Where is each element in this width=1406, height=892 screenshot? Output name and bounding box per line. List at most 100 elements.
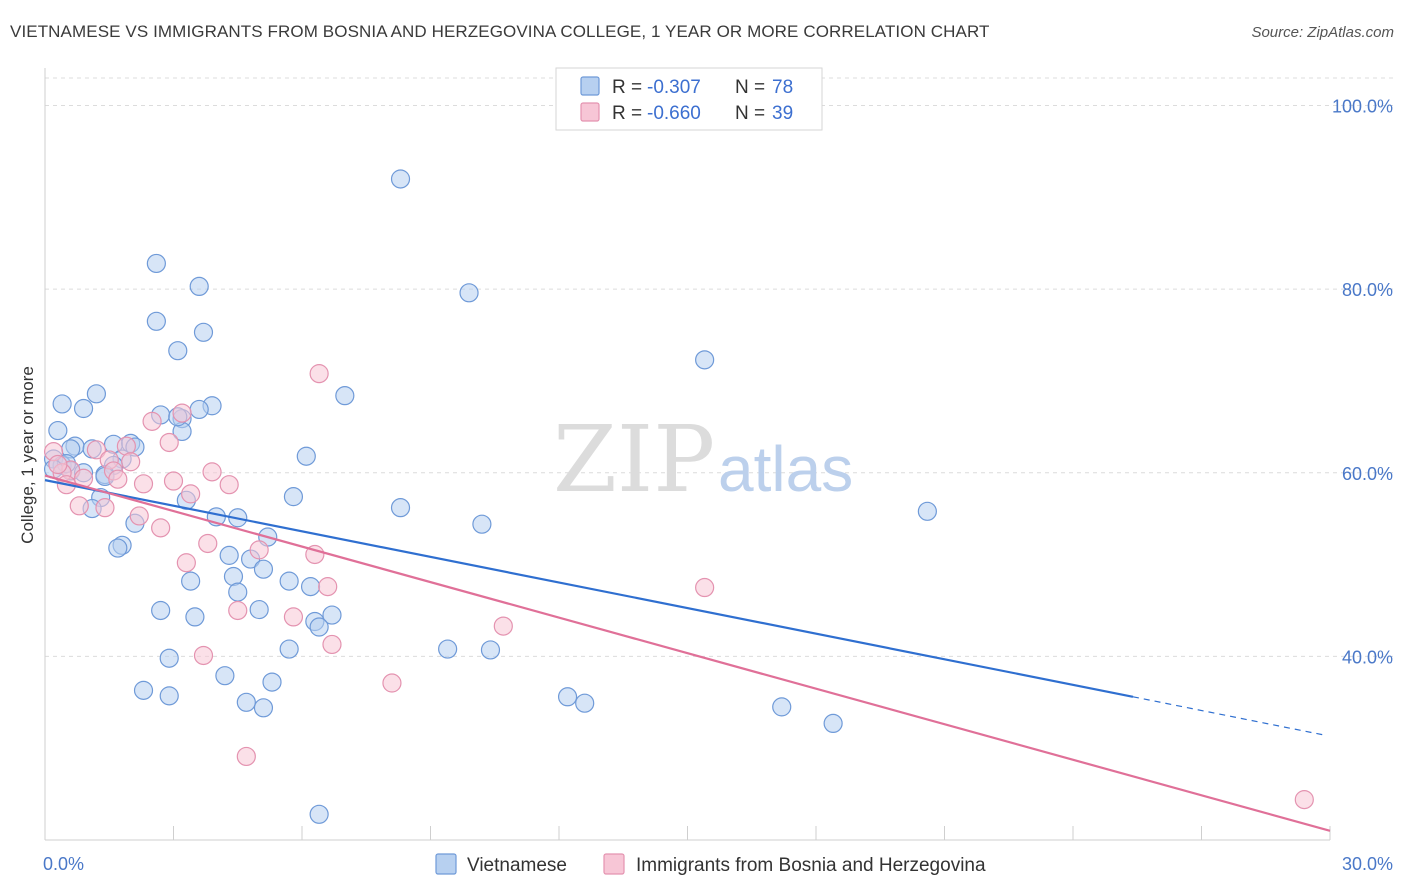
point-vietnamese	[575, 693, 595, 713]
point-bosnia	[193, 645, 214, 666]
point-bosnia	[95, 498, 115, 518]
point-vietnamese	[279, 639, 299, 659]
grid-lines	[45, 77, 1393, 657]
trend-line-vietnamese-extension	[1132, 696, 1326, 736]
point-vietnamese	[146, 311, 166, 331]
point-bosnia	[695, 577, 715, 598]
point-vietnamese	[249, 599, 269, 620]
point-vietnamese	[309, 804, 329, 824]
point-vietnamese	[151, 600, 171, 621]
legend-swatch-bosnia	[580, 102, 600, 122]
x-tick-label-max: 30.0%	[1342, 854, 1393, 874]
point-vietnamese	[823, 713, 843, 734]
point-bosnia	[108, 469, 128, 489]
point-bosnia	[309, 364, 329, 384]
legend-swatch-vietnamese	[580, 76, 600, 96]
bottom-legend-label-bosnia: Immigrants from Bosnia and Herzegovina	[636, 855, 986, 876]
point-vietnamese	[193, 322, 214, 342]
legend-box: R = -0.307 N = 78 R = -0.660 N = 39	[555, 67, 823, 131]
point-vietnamese	[253, 559, 274, 579]
trend-lines	[44, 474, 1331, 832]
point-bosnia	[202, 462, 222, 482]
point-vietnamese	[279, 571, 299, 591]
watermark-zip: ZIP	[553, 406, 715, 513]
point-vietnamese	[253, 698, 274, 718]
point-vietnamese	[917, 501, 937, 521]
point-vietnamese	[480, 640, 501, 660]
trend-line-bosnia	[44, 474, 1331, 832]
point-vietnamese	[181, 571, 201, 591]
point-vietnamese	[48, 420, 68, 441]
point-vietnamese	[695, 350, 715, 370]
point-bosnia	[322, 634, 342, 655]
point-vietnamese	[296, 446, 316, 466]
point-bosnia	[228, 600, 248, 621]
y-tick-label: 100.0%	[1332, 97, 1393, 117]
point-bosnia	[1294, 790, 1314, 810]
point-bosnia	[236, 746, 256, 767]
point-bosnia	[176, 553, 196, 573]
point-bosnia	[86, 440, 107, 460]
point-vietnamese	[185, 607, 205, 627]
legend-n-value-vietnamese: 78	[772, 77, 793, 98]
legend-n-label-bosnia: N =	[735, 103, 765, 124]
point-vietnamese	[322, 605, 342, 625]
point-bosnia	[48, 454, 68, 475]
point-vietnamese	[168, 341, 188, 361]
legend-r-value-bosnia: -0.660	[647, 103, 701, 124]
point-vietnamese	[262, 672, 282, 692]
point-bosnia	[249, 540, 269, 560]
source-credit: Source: ZipAtlas.com	[1251, 24, 1394, 41]
point-vietnamese	[300, 577, 321, 597]
point-bosnia	[159, 432, 179, 453]
point-vietnamese	[390, 169, 411, 189]
point-vietnamese	[159, 686, 179, 706]
point-bosnia	[163, 471, 184, 491]
y-axis-label: College, 1 year or more	[18, 366, 37, 544]
point-bosnia	[181, 484, 201, 504]
legend-r-value-vietnamese: -0.307	[647, 77, 701, 98]
point-bosnia	[121, 452, 141, 472]
legend-r-label-bosnia: R =	[612, 103, 642, 124]
point-bosnia	[283, 607, 304, 627]
y-tick-labels: 40.0% 60.0% 80.0% 100.0%	[1332, 97, 1393, 668]
y-tick-label: 40.0%	[1342, 647, 1393, 667]
watermark-atlas: atlas	[718, 433, 853, 505]
point-bosnia	[219, 475, 239, 495]
bottom-legend-swatch-bosnia	[603, 853, 625, 875]
watermark: ZIP atlas	[553, 406, 853, 513]
point-bosnia	[318, 577, 338, 597]
point-bosnia	[69, 496, 89, 516]
bottom-legend-swatch-vietnamese	[435, 853, 457, 875]
point-vietnamese	[283, 487, 304, 507]
point-vietnamese	[472, 514, 492, 534]
point-bosnia	[172, 403, 192, 423]
chart-title: VIETNAMESE VS IMMIGRANTS FROM BOSNIA AND…	[10, 22, 990, 41]
point-vietnamese	[73, 398, 94, 419]
point-vietnamese	[219, 545, 239, 565]
point-bosnia	[133, 474, 154, 494]
point-bosnia	[129, 506, 149, 526]
bottom-legend: Vietnamese Immigrants from Bosnia and He…	[435, 853, 986, 876]
trend-line-vietnamese	[44, 479, 1134, 698]
point-bosnia	[151, 518, 171, 538]
point-vietnamese	[309, 617, 329, 637]
point-vietnamese	[52, 394, 72, 414]
point-vietnamese	[236, 692, 256, 712]
point-vietnamese	[335, 386, 355, 406]
point-vietnamese	[557, 687, 578, 707]
point-bosnia	[142, 411, 162, 431]
legend-n-value-bosnia: 39	[772, 103, 793, 124]
bottom-legend-label-vietnamese: Vietnamese	[467, 855, 567, 876]
point-bosnia	[198, 533, 218, 554]
point-vietnamese	[459, 283, 479, 303]
point-bosnia	[382, 673, 402, 693]
legend-r-label-vietnamese: R =	[612, 77, 642, 98]
point-vietnamese	[133, 680, 154, 700]
point-vietnamese	[146, 253, 166, 274]
point-bosnia	[493, 616, 513, 636]
point-vietnamese	[159, 648, 179, 668]
legend-n-label-vietnamese: N =	[735, 77, 765, 98]
point-vietnamese	[189, 399, 209, 420]
